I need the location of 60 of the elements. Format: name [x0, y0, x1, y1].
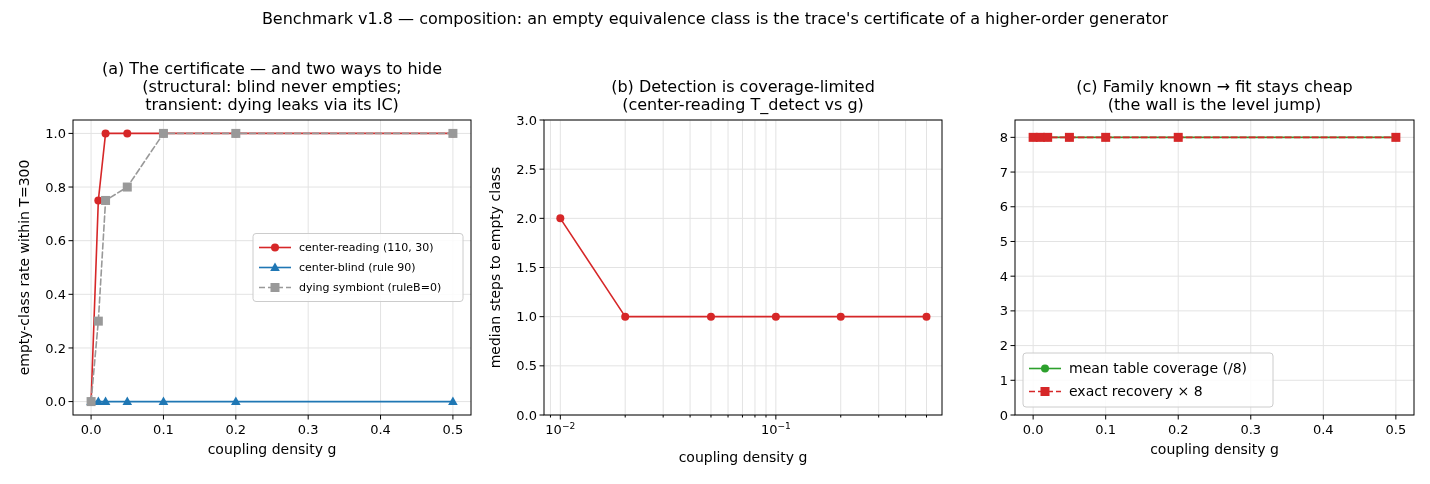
y-tick-label: 4: [999, 268, 1008, 284]
x-tick-label: 0.3: [297, 422, 319, 437]
chart-title: (a) The certificate — and two ways to hide (structural: blind never empties; transient: dying leaks via its IC): [101, 59, 443, 114]
y-axis-title: empty-class rate within T=300: [16, 159, 32, 376]
y-tick-label: 0: [999, 407, 1008, 423]
y-tick-label: 7: [999, 164, 1008, 180]
y-tick-label: 0.0: [516, 407, 537, 423]
y-tick-label: 0.4: [45, 286, 66, 302]
point: [448, 396, 458, 406]
x-tick-label: 0.2: [225, 422, 247, 437]
y-axis-title: median steps to empty class: [487, 166, 503, 369]
x-tick-label: 0.5: [442, 422, 464, 437]
x-tick-label: 0.1: [153, 422, 174, 437]
x-tick-label: 0.4: [370, 422, 391, 437]
y-tick-label: 2.0: [516, 210, 537, 226]
y-tick-label: 1.0: [45, 125, 66, 141]
point: [158, 396, 169, 406]
chart-title: (c) Family known → fit stays cheap (the wall is the level jump): [1076, 77, 1353, 114]
x-tick-label: 0.0: [1022, 422, 1044, 437]
legend-label: dying symbiont (ruleB=0): [299, 281, 442, 295]
y-tick-label: 2: [999, 338, 1008, 354]
point: [231, 396, 241, 406]
y-tick-label: 6: [999, 199, 1008, 215]
legend-label: center-reading (110, 30): [299, 241, 434, 255]
y-tick-label: 1.5: [516, 260, 537, 276]
x-axis-title: coupling density g: [207, 441, 337, 457]
point: [122, 182, 132, 192]
x-axis-title: coupling density g: [678, 449, 808, 465]
x-tick-label: 0.0: [80, 422, 102, 437]
y-tick-label: 1.0: [516, 309, 537, 325]
legend-label: mean table coverage (/8): [1069, 360, 1248, 377]
y-tick-label: 0.2: [45, 340, 66, 356]
x-tick-label: 0.2: [1167, 422, 1189, 437]
x-tick-label: 0.3: [1240, 422, 1262, 437]
y-tick-label: 0.8: [45, 179, 66, 195]
point: [122, 396, 133, 406]
x-tick-label: 0.5: [1385, 422, 1407, 437]
text: Benchmark v1.8 — composition: an empty equivalence class is the trace's certificate of a higher-order generator: [261, 9, 1169, 28]
x-tick-label: 0.1: [1095, 422, 1117, 437]
point: [94, 196, 103, 205]
y-tick-label: 1: [999, 372, 1008, 388]
x-tick-label: 10$^{−1}$: [760, 421, 791, 437]
y-tick-label: 2.5: [516, 161, 537, 177]
y-tick-label: 0.6: [45, 233, 66, 249]
point: [123, 129, 132, 138]
chart-title: (b) Detection is coverage-limited (center-reading T_detect vs g): [611, 77, 875, 115]
y-tick-label: 5: [999, 234, 1008, 250]
y-tick-label: 0.0: [45, 394, 66, 410]
legend-label: center-blind (rule 90): [299, 261, 416, 275]
x-tick-label: 10$^{−2}$: [545, 421, 576, 437]
legend-label: exact recovery × 8: [1069, 383, 1203, 400]
y-tick-label: 3: [999, 303, 1008, 319]
y-tick-label: 0.5: [516, 358, 537, 374]
point: [93, 316, 103, 326]
point: [101, 195, 111, 205]
point: [101, 129, 110, 138]
x-axis-title: coupling density g: [1150, 441, 1279, 457]
x-tick-label: 0.4: [1312, 422, 1334, 437]
y-tick-label: 8: [999, 129, 1008, 145]
y-tick-label: 3.0: [516, 112, 537, 128]
